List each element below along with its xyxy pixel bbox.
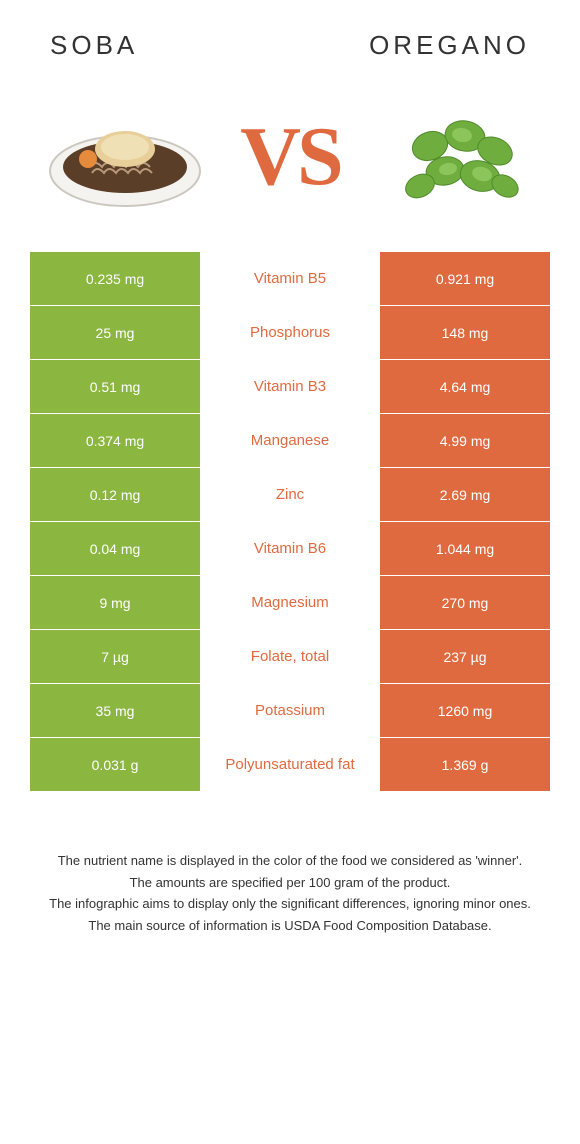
left-value: 0.12 mg bbox=[30, 468, 200, 521]
right-value: 237 µg bbox=[380, 630, 550, 683]
right-value: 270 mg bbox=[380, 576, 550, 629]
nutrient-name: Polyunsaturated fat bbox=[200, 738, 380, 791]
left-value: 9 mg bbox=[30, 576, 200, 629]
nutrient-name: Vitamin B3 bbox=[200, 360, 380, 413]
nutrient-name: Potassium bbox=[200, 684, 380, 737]
oregano-image bbox=[370, 91, 540, 221]
right-value: 1.369 g bbox=[380, 738, 550, 791]
header: soba oregano bbox=[0, 0, 580, 71]
left-value: 7 µg bbox=[30, 630, 200, 683]
left-title: soba bbox=[50, 30, 138, 61]
left-value: 0.04 mg bbox=[30, 522, 200, 575]
right-value: 4.99 mg bbox=[380, 414, 550, 467]
table-row: 0.374 mgManganese4.99 mg bbox=[30, 413, 550, 467]
right-title: oregano bbox=[369, 30, 530, 61]
nutrient-name: Vitamin B6 bbox=[200, 522, 380, 575]
table-row: 35 mgPotassium1260 mg bbox=[30, 683, 550, 737]
left-value: 0.235 mg bbox=[30, 252, 200, 305]
right-value: 1260 mg bbox=[380, 684, 550, 737]
right-value: 1.044 mg bbox=[380, 522, 550, 575]
table-row: 25 mgPhosphorus148 mg bbox=[30, 305, 550, 359]
footnote-line: The amounts are specified per 100 gram o… bbox=[40, 873, 540, 893]
footnote-line: The infographic aims to display only the… bbox=[40, 894, 540, 914]
nutrient-name: Zinc bbox=[200, 468, 380, 521]
left-value: 25 mg bbox=[30, 306, 200, 359]
left-value: 35 mg bbox=[30, 684, 200, 737]
table-row: 0.04 mgVitamin B61.044 mg bbox=[30, 521, 550, 575]
nutrient-name: Folate, total bbox=[200, 630, 380, 683]
right-value: 4.64 mg bbox=[380, 360, 550, 413]
table-row: 0.235 mgVitamin B50.921 mg bbox=[30, 251, 550, 305]
table-row: 0.12 mgZinc2.69 mg bbox=[30, 467, 550, 521]
footnote-line: The nutrient name is displayed in the co… bbox=[40, 851, 540, 871]
left-value: 0.031 g bbox=[30, 738, 200, 791]
right-value: 2.69 mg bbox=[380, 468, 550, 521]
right-value: 0.921 mg bbox=[380, 252, 550, 305]
right-value: 148 mg bbox=[380, 306, 550, 359]
nutrient-table: 0.235 mgVitamin B50.921 mg25 mgPhosphoru… bbox=[0, 251, 580, 791]
nutrient-name: Magnesium bbox=[200, 576, 380, 629]
nutrient-name: Phosphorus bbox=[200, 306, 380, 359]
table-row: 9 mgMagnesium270 mg bbox=[30, 575, 550, 629]
hero-row: VS bbox=[0, 71, 580, 251]
nutrient-name: Vitamin B5 bbox=[200, 252, 380, 305]
table-row: 0.51 mgVitamin B34.64 mg bbox=[30, 359, 550, 413]
table-row: 7 µgFolate, total237 µg bbox=[30, 629, 550, 683]
left-value: 0.51 mg bbox=[30, 360, 200, 413]
vs-label: VS bbox=[240, 108, 339, 205]
footnote-line: The main source of information is USDA F… bbox=[40, 916, 540, 936]
nutrient-name: Manganese bbox=[200, 414, 380, 467]
soba-image bbox=[40, 91, 210, 221]
table-row: 0.031 gPolyunsaturated fat1.369 g bbox=[30, 737, 550, 791]
footnotes: The nutrient name is displayed in the co… bbox=[0, 791, 580, 957]
left-value: 0.374 mg bbox=[30, 414, 200, 467]
